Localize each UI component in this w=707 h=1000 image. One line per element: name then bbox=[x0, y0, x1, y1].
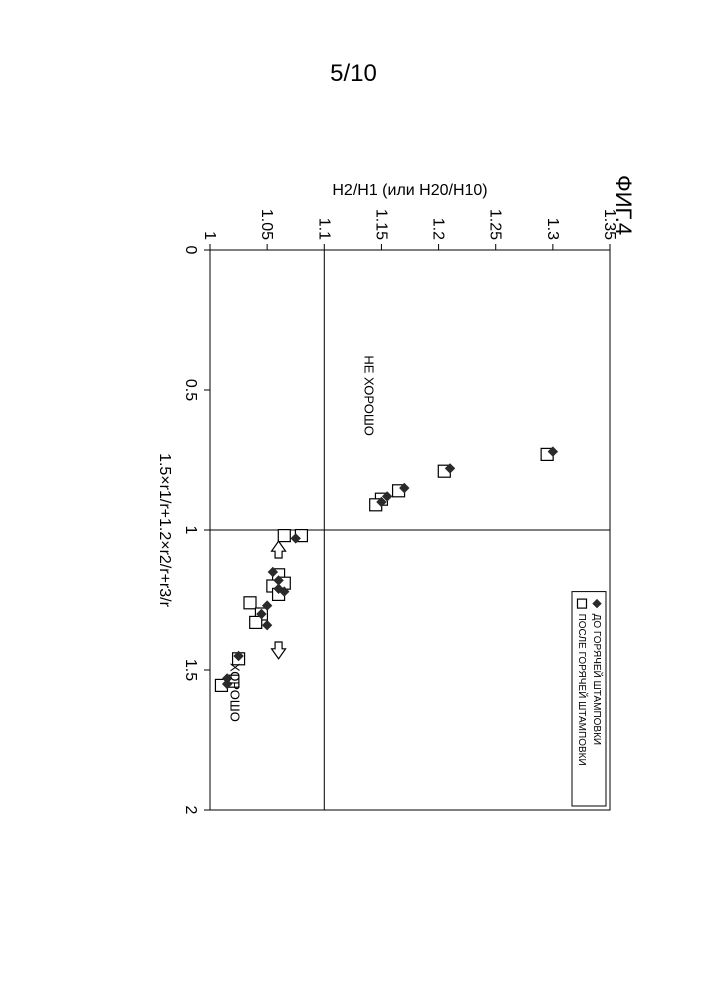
svg-text:НЕ ХОРОШО: НЕ ХОРОШО bbox=[361, 355, 376, 436]
svg-text:0: 0 bbox=[182, 246, 199, 255]
svg-text:ХОРОШО: ХОРОШО bbox=[228, 663, 243, 722]
svg-text:1.3: 1.3 bbox=[544, 218, 561, 240]
svg-text:2: 2 bbox=[182, 806, 199, 815]
svg-text:H2/H1 (или H20/H10): H2/H1 (или H20/H10) bbox=[332, 182, 487, 199]
svg-text:1.5: 1.5 bbox=[182, 659, 199, 681]
chart-container: ФИГ.400.511.521.5×r1/r+1.2×r2/r+r3/r11.0… bbox=[80, 160, 640, 900]
svg-text:1.05: 1.05 bbox=[258, 209, 275, 240]
svg-text:0.5: 0.5 bbox=[182, 379, 199, 401]
svg-text:1: 1 bbox=[201, 231, 218, 240]
svg-text:1: 1 bbox=[182, 526, 199, 535]
svg-text:1.1: 1.1 bbox=[315, 218, 332, 240]
scatter-chart: ФИГ.400.511.521.5×r1/r+1.2×r2/r+r3/r11.0… bbox=[80, 160, 640, 900]
svg-text:1.15: 1.15 bbox=[372, 209, 389, 240]
svg-text:1.2: 1.2 bbox=[430, 218, 447, 240]
svg-text:1.25: 1.25 bbox=[487, 209, 504, 240]
svg-text:1.5×r1/r+1.2×r2/r+r3/r: 1.5×r1/r+1.2×r2/r+r3/r bbox=[156, 453, 173, 608]
page-number: 5/10 bbox=[0, 60, 707, 88]
svg-text:1.35: 1.35 bbox=[601, 209, 618, 240]
